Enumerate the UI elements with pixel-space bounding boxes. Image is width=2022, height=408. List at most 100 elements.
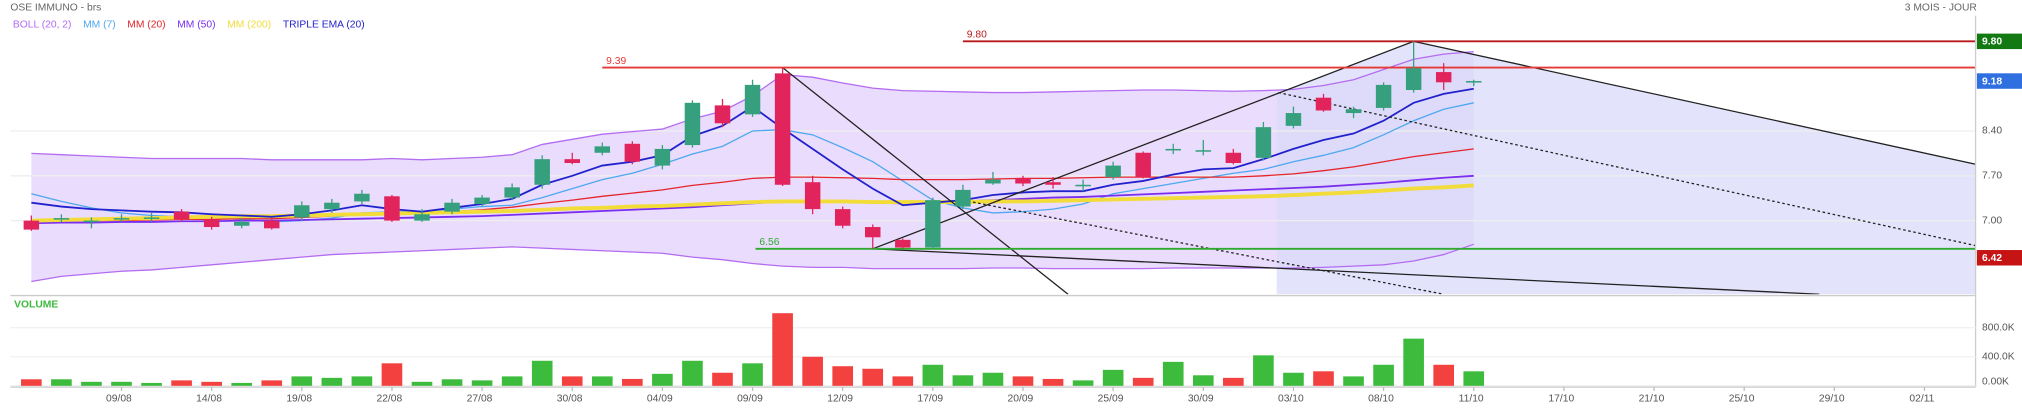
- price-marker: [1976, 33, 2022, 50]
- volume-bar: [591, 376, 613, 386]
- level-label: 6.56: [759, 237, 779, 248]
- legend-entry: MM (200): [227, 19, 271, 30]
- x-tick-label: 09/09: [737, 393, 763, 404]
- volume-bar: [1072, 380, 1094, 386]
- candle-body: [624, 143, 641, 162]
- candle-body: [294, 205, 310, 218]
- legend-entry: BOLL (20, 2): [13, 19, 72, 30]
- chart-title: OSE IMMUNO - brs: [10, 3, 101, 14]
- candle-body: [354, 193, 370, 202]
- volume-bar: [1373, 364, 1394, 386]
- candle-body: [113, 218, 130, 220]
- volume-bar: [111, 381, 132, 386]
- candle-body: [534, 159, 550, 185]
- candle-body: [744, 84, 761, 115]
- candle-body: [774, 73, 791, 185]
- candle-body: [1225, 152, 1242, 164]
- x-tick-label: 12/09: [827, 393, 853, 404]
- volume-bar: [1012, 376, 1034, 386]
- volume-bar: [1162, 361, 1184, 386]
- volume-bar: [531, 360, 553, 386]
- x-tick-label: 04/09: [647, 393, 673, 404]
- candle-body: [1466, 81, 1482, 83]
- level-label: 9.39: [606, 56, 626, 67]
- candle-body: [594, 146, 611, 153]
- volume-bar: [1192, 375, 1214, 386]
- volume-bar: [712, 372, 733, 386]
- candle-body: [1165, 148, 1181, 151]
- volume-bar: [922, 364, 944, 386]
- candle-body: [925, 200, 941, 248]
- x-tick-label: 29/10: [1819, 393, 1845, 404]
- volume-bar: [291, 376, 313, 386]
- candle-body: [1045, 182, 1061, 185]
- volume-bar: [1253, 355, 1274, 386]
- volume-bar: [81, 381, 102, 386]
- volume-bar: [622, 378, 643, 386]
- x-tick-label: 17/10: [1548, 393, 1574, 404]
- volume-bar: [51, 379, 72, 386]
- volume-bar: [802, 356, 823, 386]
- volume-bar: [1343, 376, 1364, 386]
- volume-bar: [411, 381, 433, 386]
- bollinger-fill: [31, 51, 1474, 282]
- x-tick-label: 25/09: [1098, 393, 1124, 404]
- candle-body: [1315, 97, 1332, 111]
- x-tick-label: 08/10: [1368, 393, 1394, 404]
- trendline: [872, 40, 1414, 250]
- candle-body: [654, 148, 671, 166]
- candle-body: [714, 105, 731, 124]
- candle-body: [1405, 68, 1422, 91]
- candle-body: [414, 214, 430, 221]
- volume-bar: [231, 382, 253, 386]
- y-tick-label: 7.00: [1982, 215, 2002, 226]
- price-marker-label: 6.42: [1982, 253, 2002, 264]
- volume-bar: [832, 366, 854, 386]
- y-tick-label: 400.0K: [1982, 352, 2015, 363]
- candle-body: [1015, 178, 1031, 184]
- candle-body: [444, 202, 460, 212]
- price-marker-label: 9.18: [1982, 76, 2002, 87]
- pitchfork-zone: [1276, 41, 1976, 295]
- candle-body: [324, 202, 340, 210]
- volume-bar: [1313, 371, 1334, 386]
- volume-bar: [21, 379, 42, 386]
- volume-bar: [892, 376, 914, 386]
- x-tick-label: 25/10: [1729, 393, 1755, 404]
- trendline: [962, 199, 1444, 295]
- candle-body: [1255, 127, 1272, 158]
- candle-body: [804, 182, 821, 210]
- trendline: [1413, 40, 1976, 165]
- x-tick-label: 02/11: [1909, 393, 1934, 404]
- legend-entry: TRIPLE EMA (20): [283, 19, 365, 30]
- volume-bar: [171, 380, 192, 386]
- volume-bar: [381, 363, 403, 386]
- volume-bar: [141, 382, 162, 386]
- x-tick-label: 19/08: [286, 393, 312, 404]
- x-tick-label: 11/10: [1459, 393, 1484, 404]
- period: 3 MOIS - JOUR: [1905, 3, 1977, 14]
- candle-body: [865, 227, 881, 238]
- volume-bar: [1223, 377, 1244, 386]
- candle-body: [1075, 184, 1091, 187]
- volume-bar: [772, 313, 793, 386]
- candle-body: [474, 197, 490, 204]
- candle-body: [203, 219, 220, 228]
- volume-bar: [652, 373, 673, 386]
- y-tick-label: 7.70: [1982, 171, 2002, 182]
- candle-body: [23, 220, 40, 230]
- candle-body: [83, 220, 100, 223]
- candle-body: [1195, 150, 1212, 152]
- volume-bar: [321, 377, 343, 386]
- candle-body: [384, 196, 400, 221]
- candle-body: [53, 218, 70, 220]
- legend-entry: MM (50): [177, 19, 215, 30]
- y-tick-label: 8.40: [1982, 126, 2002, 137]
- x-tick-label: 27/08: [467, 393, 493, 404]
- candle-body: [1285, 113, 1302, 126]
- x-tick-label: 09/08: [106, 393, 132, 404]
- price-plot: [10, 40, 1976, 295]
- trendline: [1278, 91, 1976, 247]
- volume-bar: [1433, 364, 1455, 386]
- x-tick-label: 14/08: [196, 393, 222, 404]
